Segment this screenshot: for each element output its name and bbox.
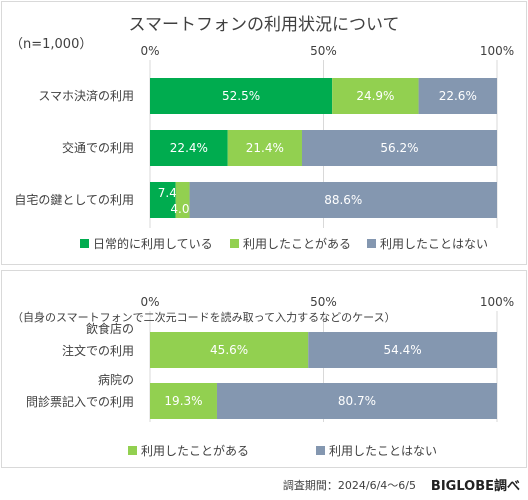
category-label: 問診票記入での利用 (26, 394, 134, 409)
chart-title: スマートフォンの利用状況について (129, 15, 400, 35)
bar-segment (301, 130, 497, 166)
tick-label: 100% (480, 295, 514, 309)
chart-subtitle: （自身のスマートフォンで二次元コードを読み取って入力するなどのケース） (12, 310, 396, 324)
legend-swatch (80, 239, 89, 248)
data-label: 24.9% (356, 89, 394, 103)
bar-segment (332, 78, 419, 114)
category-label: 自宅の鍵としての利用 (14, 192, 134, 207)
data-label: 22.4% (170, 141, 208, 155)
tick-label: 50% (310, 44, 337, 58)
legend-swatch (230, 239, 239, 248)
data-label: 80.7% (338, 394, 376, 408)
legend-label: 利用したことがある (141, 443, 249, 458)
data-label: 19.3% (164, 394, 202, 408)
top-panel-border (1, 1, 527, 265)
survey-period: 調査期間：2024/6/4～6/5 (283, 478, 416, 492)
tick-label: 50% (310, 295, 337, 309)
data-label: 88.6% (324, 193, 362, 207)
data-label: 45.6% (210, 343, 248, 357)
bar-segment (216, 383, 497, 419)
legend-label: 日常的に利用している (93, 236, 213, 251)
legend-label: 利用したことはない (380, 237, 488, 251)
legend-swatch (367, 239, 376, 248)
bottom-panel-border (1, 270, 527, 468)
sample-note: （n=1,000） (10, 37, 92, 52)
category-label: 注文での利用 (62, 343, 134, 358)
bar-segment (175, 182, 190, 218)
chart-usage: 0% 50% 100% スマホ決済の利用 52.5% 24.9% 22.6% 交通での利用 22… (14, 44, 514, 251)
data-label: 52.5% (222, 89, 260, 103)
category-label: スマホ決済の利用 (38, 88, 134, 103)
category-label: 交通での利用 (62, 140, 134, 155)
bar-segment (150, 130, 228, 166)
category-label: 病院の (98, 372, 134, 387)
legend-swatch (316, 446, 325, 455)
legend-swatch (128, 446, 137, 455)
data-label: 21.4% (246, 141, 284, 155)
data-label: 54.4% (384, 343, 422, 357)
legend-label: 利用したことはない (329, 444, 437, 458)
legend-label: 利用したことがある (243, 236, 351, 251)
bar-segment (150, 78, 333, 114)
bar-segment (308, 332, 497, 368)
bar-segment (189, 182, 498, 218)
data-label: 56.2% (380, 141, 418, 155)
chart-qr-usage: 0% 50% 100% （自身のスマートフォンで二次元コードを読み取って入力するなどの… (12, 295, 514, 458)
tick-label: 0% (140, 295, 159, 309)
bar-segment (150, 383, 217, 419)
bar-segment (150, 182, 176, 218)
bar-segment (150, 332, 309, 368)
tick-label: 0% (140, 44, 159, 58)
tick-label: 100% (480, 44, 514, 58)
data-label: 22.6% (439, 89, 477, 103)
brand-label: BIGLOBE調べ (431, 478, 520, 494)
category-label: 飲食店の (86, 321, 134, 336)
bar-segment (418, 78, 497, 114)
bar-segment (227, 130, 302, 166)
